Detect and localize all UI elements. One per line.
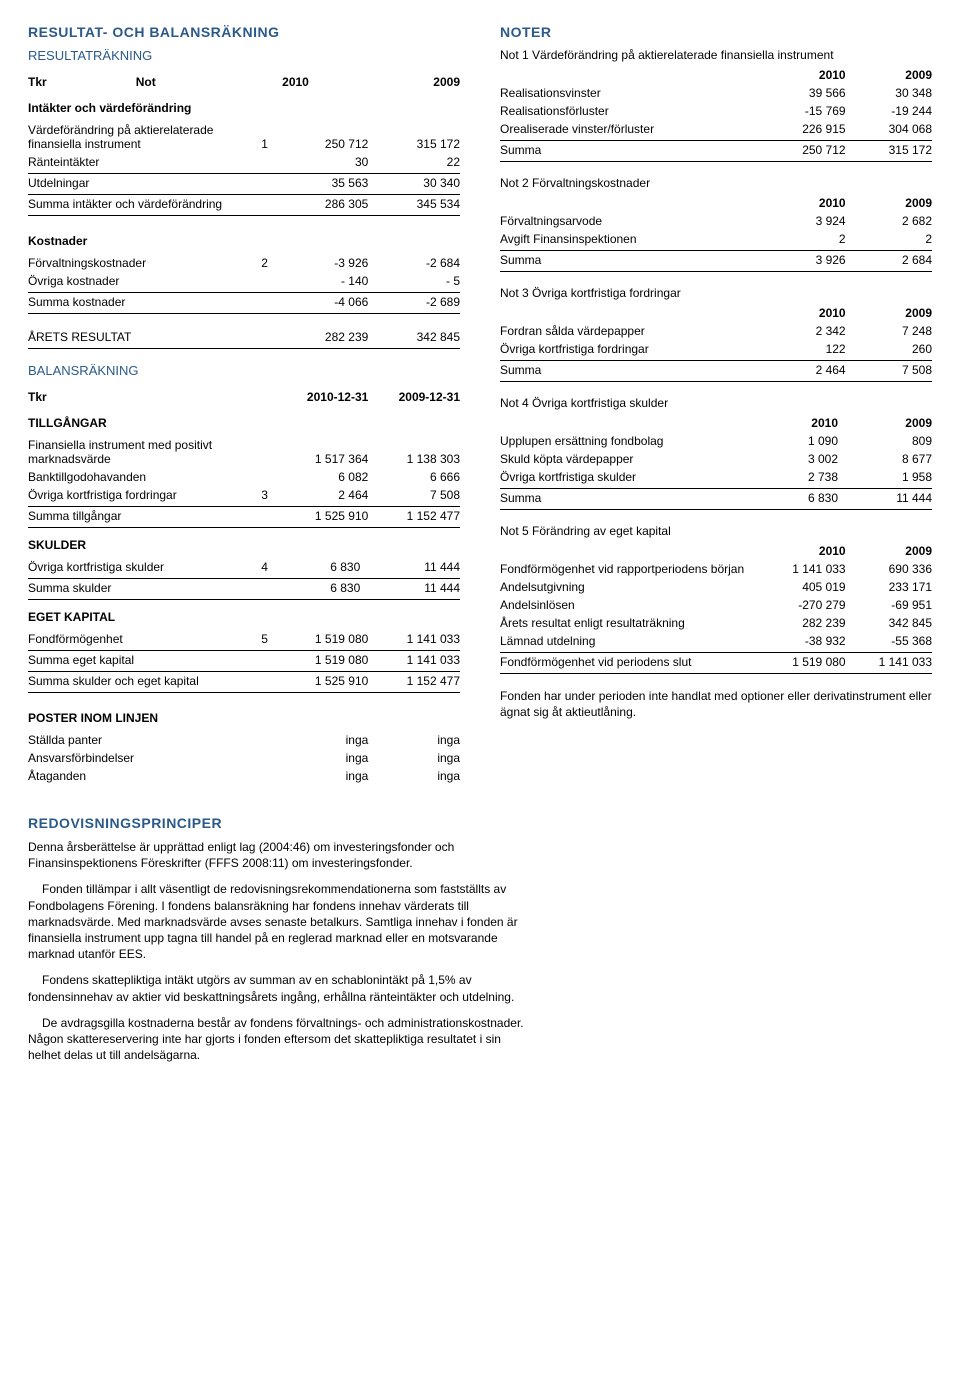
table-row: Årets resultat enligt resultaträkning282… — [500, 614, 932, 632]
note5-text: Fonden har under perioden inte handlat m… — [500, 688, 932, 720]
table-row: Fordran sålda värdepapper2 3427 248 — [500, 322, 932, 340]
table-row: Summa kostnader -4 066 -2 689 — [28, 293, 460, 314]
table-row: Åtaganden inga inga — [28, 767, 460, 785]
table-row: Summa eget kapital 1 519 080 1 141 033 — [28, 651, 460, 672]
table-row: Förvaltningskostnader 2 -3 926 -2 684 — [28, 254, 460, 272]
table-row: Övriga kortfristiga skulder2 7381 958 — [500, 468, 932, 489]
table-row: Summa skulder och eget kapital 1 525 910… — [28, 672, 460, 693]
right-title: NOTER — [500, 24, 932, 40]
table-row: Fondförmögenhet vid rapportperiodens bör… — [500, 560, 932, 578]
pledge-rows: Ställda panter inga inga Ansvarsförbinde… — [28, 731, 460, 785]
note4-title: Not 4 Övriga kortfristiga skulder — [500, 396, 932, 410]
table-row: Övriga kortfristiga fordringar 3 2 464 7… — [28, 486, 460, 507]
table-row: ÅRETS RESULTAT 282 239 342 845 — [28, 328, 460, 349]
note3-title: Not 3 Övriga kortfristiga fordringar — [500, 286, 932, 300]
table-row: Övriga kortfristiga skulder 4 6 830 11 4… — [28, 558, 460, 579]
note1-title: Not 1 Värdeförändring på aktierelaterade… — [500, 48, 932, 62]
note5-title: Not 5 Förändring av eget kapital — [500, 524, 932, 538]
section-income-change: Intäkter och värdeförändring — [28, 101, 460, 115]
note2-title: Not 2 Förvaltningskostnader — [500, 176, 932, 190]
section-costs: Kostnader — [28, 234, 460, 248]
table-row: Summa intäkter och värdeförändring 286 3… — [28, 195, 460, 216]
income-heading: RESULTATRÄKNING — [28, 48, 460, 63]
table-row: Realisationsvinster39 56630 348 — [500, 84, 932, 102]
table-row: Summa2 4647 508 — [500, 361, 932, 382]
table-row: Banktillgodohavanden 6 082 6 666 — [28, 468, 460, 486]
table-row: Skuld köpta värdepapper3 0028 677 — [500, 450, 932, 468]
table-row: Summa6 83011 444 — [500, 489, 932, 510]
note5-table: 20102009 Fondförmögenhet vid rapportperi… — [500, 542, 932, 674]
hdr-tkr: Tkr — [28, 73, 134, 91]
table-row: Lämnad utdelning-38 932-55 368 — [500, 632, 932, 653]
principles-title: REDOVISNINGSPRINCIPER — [28, 815, 525, 831]
table-row: Summa3 9262 684 — [500, 251, 932, 272]
result-row: ÅRETS RESULTAT 282 239 342 845 — [28, 328, 460, 349]
table-row: Fondförmögenhet vid periodens slut1 519 … — [500, 653, 932, 674]
table-row: Orealiserade vinster/förluster226 915304… — [500, 120, 932, 141]
table-row: Summa250 712315 172 — [500, 141, 932, 162]
equity-heading: EGET KAPITAL — [28, 610, 460, 624]
principles-p1: Denna årsberättelse är upprättad enligt … — [28, 839, 525, 871]
table-row: Fondförmögenhet 5 1 519 080 1 141 033 — [28, 630, 460, 651]
right-column: NOTER Not 1 Värdeförändring på aktierela… — [500, 24, 932, 791]
left-column: RESULTAT- OCH BALANSRÄKNING RESULTATRÄKN… — [28, 24, 460, 791]
principles-section: REDOVISNINGSPRINCIPER Denna årsberättels… — [28, 815, 525, 1063]
principles-p2: Fonden tillämpar i allt väsentligt de re… — [28, 881, 525, 962]
income-rows: Värdeförändring på aktierelaterade finan… — [28, 121, 460, 216]
pledge-heading: POSTER INOM LINJEN — [28, 711, 460, 725]
table-row: Värdeförändring på aktierelaterade finan… — [28, 121, 460, 153]
cost-rows: Förvaltningskostnader 2 -3 926 -2 684 Öv… — [28, 254, 460, 314]
table-row: Övriga kostnader - 140 - 5 — [28, 272, 460, 293]
table-row: Förvaltningsarvode3 9242 682 — [500, 212, 932, 230]
table-row: Andelsutgivning405 019233 171 — [500, 578, 932, 596]
hdr-not: Not — [134, 73, 158, 91]
table-row: Summa skulder 6 830 11 444 — [28, 579, 460, 600]
note1-table: 2010 2009 Realisationsvinster39 56630 34… — [500, 66, 932, 162]
table-row: Övriga kortfristiga fordringar122260 — [500, 340, 932, 361]
table-row: Finansiella instrument med positivt mark… — [28, 436, 460, 468]
table-row: Realisationsförluster-15 769-19 244 — [500, 102, 932, 120]
left-title: RESULTAT- OCH BALANSRÄKNING — [28, 24, 460, 40]
table-row: Ränteintäkter 30 22 — [28, 153, 460, 174]
table-row: Utdelningar 35 563 30 340 — [28, 174, 460, 195]
hdr-y2: 2009 — [309, 73, 460, 91]
table-row: Ansvarsförbindelser inga inga — [28, 749, 460, 767]
table-row: Avgift Finansinspektionen22 — [500, 230, 932, 251]
hdr-y1: 2010 — [158, 73, 309, 91]
balance-heading: BALANSRÄKNING — [28, 363, 460, 378]
table-row: Ställda panter inga inga — [28, 731, 460, 749]
balance-header: Tkr 2010-12-31 2009-12-31 — [28, 388, 460, 406]
table-row: Andelsinlösen-270 279-69 951 — [500, 596, 932, 614]
liab-rows: Övriga kortfristiga skulder 4 6 830 11 4… — [28, 558, 460, 600]
income-header-table: Tkr Not 2010 2009 — [28, 73, 460, 91]
principles-p4: De avdragsgilla kostnaderna består av fo… — [28, 1015, 525, 1064]
note2-table: 20102009 Förvaltningsarvode3 9242 682 Av… — [500, 194, 932, 272]
principles-p3: Fondens skattepliktiga intäkt utgörs av … — [28, 972, 525, 1004]
note3-table: 20102009 Fordran sålda värdepapper2 3427… — [500, 304, 932, 382]
equity-rows: Fondförmögenhet 5 1 519 080 1 141 033 Su… — [28, 630, 460, 693]
table-row: Upplupen ersättning fondbolag1 090809 — [500, 432, 932, 450]
table-row: Summa tillgångar 1 525 910 1 152 477 — [28, 507, 460, 528]
asset-rows: Finansiella instrument med positivt mark… — [28, 436, 460, 528]
note4-table: 20102009 Upplupen ersättning fondbolag1 … — [500, 414, 932, 510]
liab-heading: SKULDER — [28, 538, 460, 552]
assets-heading: TILLGÅNGAR — [28, 416, 460, 430]
